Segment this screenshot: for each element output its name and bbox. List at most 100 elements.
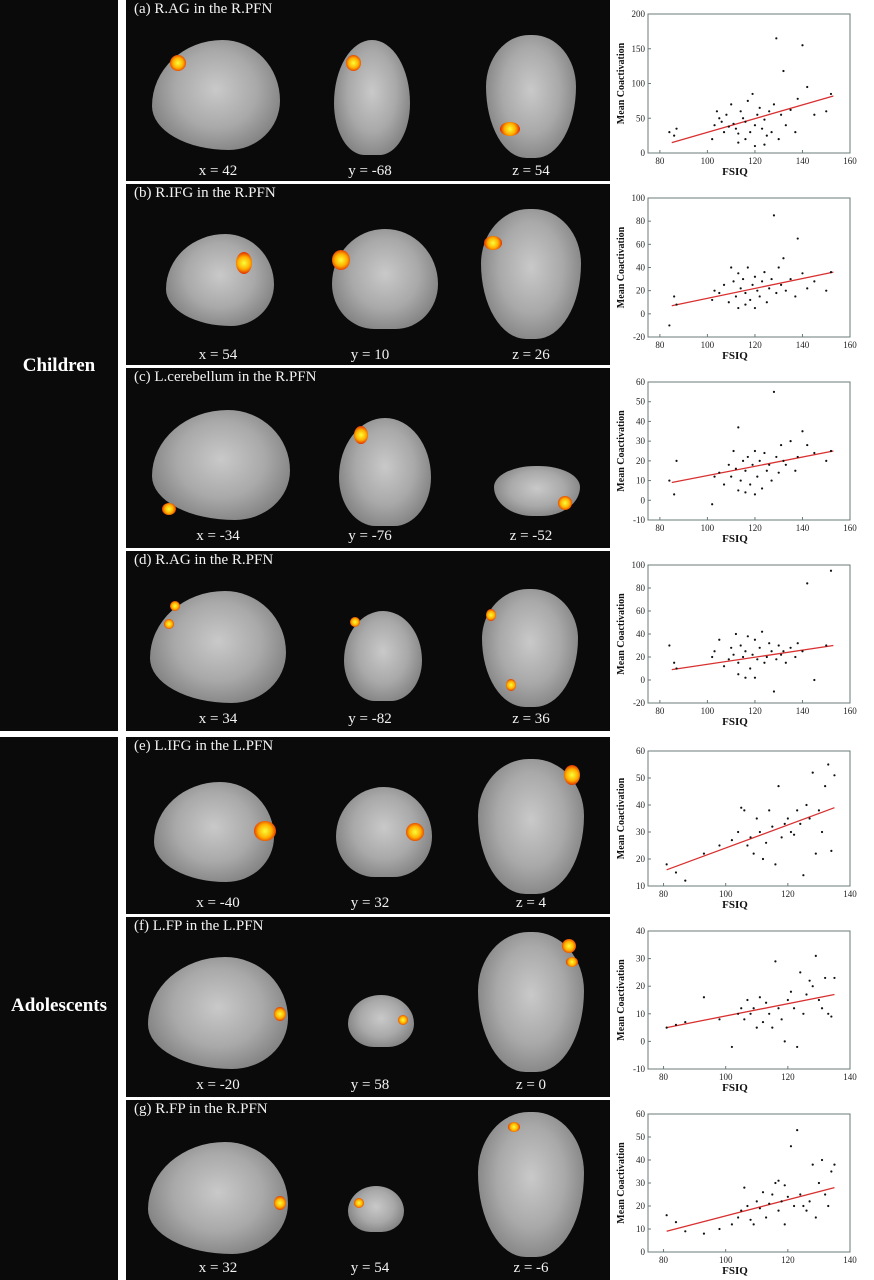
data-point bbox=[777, 1007, 780, 1010]
data-point bbox=[665, 1026, 668, 1029]
data-point bbox=[783, 1184, 786, 1187]
data-point bbox=[711, 298, 714, 302]
x-tick-label: 120 bbox=[748, 156, 762, 166]
activation-blob bbox=[170, 55, 186, 71]
data-point bbox=[684, 879, 687, 882]
y-tick-label: 40 bbox=[636, 800, 646, 810]
data-point bbox=[730, 1223, 734, 1226]
coord-z: z = -6 bbox=[513, 1260, 549, 1276]
x-tick-label: 100 bbox=[719, 1255, 733, 1265]
data-point bbox=[744, 676, 747, 679]
data-point bbox=[772, 214, 776, 217]
data-point bbox=[722, 665, 726, 668]
data-point bbox=[758, 646, 761, 649]
data-point bbox=[756, 113, 759, 116]
data-point bbox=[755, 1200, 758, 1203]
data-point bbox=[711, 503, 714, 506]
y-tick-label: 40 bbox=[636, 416, 646, 426]
data-point bbox=[808, 817, 811, 820]
data-point bbox=[768, 463, 771, 466]
data-point bbox=[752, 1007, 755, 1010]
data-point bbox=[765, 469, 768, 472]
x-tick-label: 160 bbox=[843, 706, 857, 716]
data-point bbox=[830, 1015, 833, 1018]
data-point bbox=[722, 483, 726, 486]
adolescents-group-label: Adolescents bbox=[0, 737, 118, 1280]
data-point bbox=[737, 272, 740, 275]
coord-x: x = 32 bbox=[198, 1260, 238, 1276]
data-point bbox=[675, 667, 678, 670]
data-point bbox=[824, 1193, 827, 1196]
data-point bbox=[734, 467, 738, 470]
data-point bbox=[741, 459, 745, 462]
panel-d: (d) R.AG in the R.PFN x = 34 y = -82 z =… bbox=[126, 551, 610, 731]
data-point bbox=[737, 830, 740, 834]
data-point bbox=[753, 124, 757, 127]
data-point bbox=[737, 141, 740, 144]
data-point bbox=[743, 809, 746, 812]
data-point bbox=[749, 836, 752, 839]
data-point bbox=[746, 99, 749, 102]
axial-slice bbox=[481, 209, 581, 339]
regression-line bbox=[671, 644, 834, 671]
data-point bbox=[789, 990, 793, 993]
data-point bbox=[806, 85, 809, 89]
data-point bbox=[674, 1221, 678, 1224]
sagittal-slice bbox=[166, 234, 274, 326]
data-point bbox=[820, 830, 824, 834]
data-point bbox=[779, 283, 783, 286]
data-point bbox=[770, 277, 773, 281]
data-point bbox=[829, 92, 833, 96]
data-point bbox=[789, 108, 792, 112]
data-point bbox=[770, 650, 773, 653]
coord-y: y = -82 bbox=[348, 711, 392, 727]
x-axis-label: FSIQ bbox=[722, 899, 748, 911]
coord-x: x = 34 bbox=[198, 711, 238, 727]
x-tick-label: 140 bbox=[843, 889, 857, 899]
data-point bbox=[820, 1158, 824, 1162]
coord-x: x = -20 bbox=[196, 1077, 240, 1093]
x-tick-label: 160 bbox=[843, 523, 857, 533]
data-point bbox=[702, 852, 706, 855]
data-point bbox=[746, 266, 749, 269]
y-tick-label: 60 bbox=[636, 606, 646, 616]
coord-y: y = 54 bbox=[350, 1260, 390, 1276]
data-point bbox=[746, 455, 749, 459]
adolescents-label: Adolescents bbox=[10, 995, 108, 1016]
data-point bbox=[765, 134, 768, 137]
data-point bbox=[775, 291, 778, 295]
data-point bbox=[811, 1163, 814, 1166]
data-point bbox=[799, 822, 802, 825]
y-tick-label: 50 bbox=[636, 397, 646, 407]
x-axis-label: FSIQ bbox=[722, 1082, 748, 1094]
activation-blob bbox=[484, 236, 502, 250]
data-point bbox=[824, 976, 827, 980]
data-point bbox=[830, 1170, 833, 1173]
data-point bbox=[813, 678, 816, 682]
data-point bbox=[741, 117, 745, 120]
data-point bbox=[829, 271, 833, 274]
y-tick-label: 100 bbox=[632, 193, 646, 203]
data-point bbox=[739, 110, 742, 113]
data-point bbox=[786, 1195, 789, 1198]
data-point bbox=[808, 1200, 811, 1203]
data-point bbox=[789, 1145, 793, 1148]
data-point bbox=[753, 306, 757, 310]
data-point bbox=[761, 857, 765, 861]
data-point bbox=[772, 390, 776, 393]
y-tick-label: 0 bbox=[641, 309, 646, 319]
data-point bbox=[727, 301, 730, 304]
data-point bbox=[751, 283, 754, 286]
data-point bbox=[746, 635, 749, 638]
y-tick-label: 50 bbox=[636, 113, 646, 123]
data-point bbox=[763, 661, 766, 664]
activation-blob bbox=[500, 122, 520, 136]
data-point bbox=[817, 1181, 821, 1185]
scatter-plot-g: 80 100 120 140 0 10 20 30 40 50 60 FSIQ Mean Coactiv… bbox=[616, 1109, 857, 1277]
x-tick-label: 100 bbox=[701, 340, 715, 350]
data-point bbox=[801, 44, 804, 47]
data-point bbox=[779, 653, 783, 656]
data-point bbox=[782, 257, 785, 260]
data-point bbox=[824, 785, 827, 788]
panel-c: (c) L.cerebellum in the R.PFN x = -34 y … bbox=[126, 368, 610, 548]
